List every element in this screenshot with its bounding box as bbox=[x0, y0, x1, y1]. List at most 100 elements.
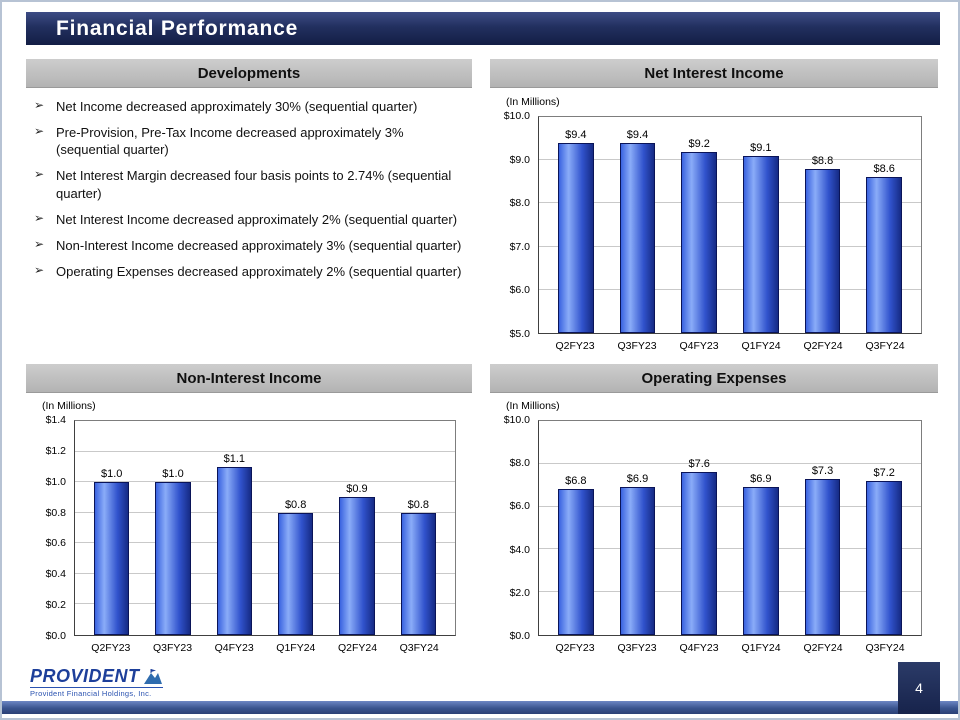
bullet-text: Net Interest Margin decreased four basis… bbox=[56, 168, 452, 201]
bar-slot: $1.1 bbox=[204, 421, 265, 635]
y-tick-label: $8.0 bbox=[509, 457, 530, 470]
units-label: (In Millions) bbox=[42, 400, 96, 412]
y-tick-label: $10.0 bbox=[503, 414, 530, 426]
bullet-text: Operating Expenses decreased approximate… bbox=[56, 264, 462, 280]
bar-value-label: $9.2 bbox=[688, 137, 710, 150]
gridline bbox=[539, 505, 921, 507]
list-item: ➢ Non-Interest Income decreased approxim… bbox=[32, 237, 466, 254]
x-axis: Q2FY23 Q3FY23 Q4FY23 Q1FY24 Q2FY24 Q3FY24 bbox=[538, 642, 922, 657]
bullet-arrow-icon: ➢ bbox=[34, 124, 45, 139]
developments-panel: ➢ Net Income decreased approximately 30%… bbox=[26, 96, 472, 360]
x-tick-label: Q3FY23 bbox=[152, 642, 193, 654]
logo-wordmark: PROVIDENT bbox=[30, 666, 140, 686]
bullet-text: Net Income decreased approximately 30% (… bbox=[56, 99, 418, 114]
list-item: ➢ Net Income decreased approximately 30%… bbox=[32, 98, 466, 115]
bar-slot: $9.1 bbox=[730, 117, 792, 333]
developments-list: ➢ Net Income decreased approximately 30%… bbox=[26, 96, 472, 280]
gridline bbox=[75, 603, 455, 605]
footer-accent-bar bbox=[2, 701, 958, 714]
bar-value-label: $9.1 bbox=[750, 141, 772, 154]
bar-slot: $8.8 bbox=[792, 117, 854, 333]
bar bbox=[155, 482, 191, 635]
net-interest-income-header: Net Interest Income bbox=[490, 59, 938, 88]
bars: $6.8 $6.9 $7.6 $6.9 $7.3 $7.2 bbox=[539, 421, 921, 635]
x-tick-label: Q2FY23 bbox=[555, 340, 595, 352]
gridline bbox=[539, 288, 921, 290]
y-tick-label: $0.6 bbox=[45, 537, 66, 550]
y-tick-label: $0.4 bbox=[45, 568, 66, 581]
bar bbox=[742, 487, 779, 635]
bar-value-label: $0.8 bbox=[407, 498, 430, 511]
plot-area: $1.0 $1.0 $1.1 $0.8 $0.9 $0.8 bbox=[74, 420, 456, 636]
page-number: 4 bbox=[915, 680, 923, 696]
gridline bbox=[539, 548, 921, 550]
y-tick-label: $0.8 bbox=[45, 506, 66, 519]
bar-value-label: $8.8 bbox=[811, 154, 834, 167]
gridline bbox=[539, 591, 921, 593]
bar-value-label: $9.4 bbox=[626, 128, 649, 141]
x-tick-label: Q3FY24 bbox=[399, 642, 439, 654]
y-axis: $0.0 $2.0 $4.0 $6.0 $8.0 $10.0 bbox=[490, 414, 538, 642]
x-tick-label: Q2FY24 bbox=[337, 642, 378, 654]
bar-slot: $1.0 bbox=[142, 421, 203, 635]
bar bbox=[804, 168, 841, 333]
operating-expenses-chart: (In Millions) $0.0 $2.0 $4.0 $6.0 $8.0 $10.0 … bbox=[490, 398, 938, 662]
x-tick-label: Q4FY23 bbox=[679, 340, 719, 352]
bar-value-label: $1.0 bbox=[100, 468, 123, 481]
bar-value-label: $0.8 bbox=[284, 498, 307, 511]
bar bbox=[866, 177, 903, 333]
x-tick-label: Q4FY23 bbox=[679, 642, 719, 654]
y-tick-label: $6.0 bbox=[509, 500, 530, 513]
bar bbox=[277, 512, 314, 635]
bullet-arrow-icon: ➢ bbox=[34, 263, 45, 278]
x-tick-label: Q3FY24 bbox=[865, 340, 905, 352]
y-tick-label: $0.0 bbox=[509, 630, 530, 642]
bar bbox=[400, 512, 437, 635]
bar bbox=[557, 142, 594, 333]
plot-area: $6.8 $6.9 $7.6 $6.9 $7.3 $7.2 bbox=[538, 420, 922, 636]
x-tick-label: Q2FY23 bbox=[555, 642, 595, 654]
y-axis: $5.0 $6.0 $7.0 $8.0 $9.0 $10.0 bbox=[490, 110, 538, 340]
bar-slot: $8.6 bbox=[853, 117, 915, 333]
x-tick-label: Q1FY24 bbox=[741, 340, 781, 352]
non-interest-income-chart: (In Millions) $0.0 $0.2 $0.4 $0.6 $0.8 $1.0 $1… bbox=[26, 398, 472, 662]
gridline bbox=[539, 462, 921, 464]
page-title: Financial Performance bbox=[56, 17, 299, 40]
x-tick-label: Q1FY24 bbox=[276, 642, 316, 654]
page-number-box: 4 bbox=[898, 662, 940, 714]
bar bbox=[804, 478, 841, 635]
bar-slot: $6.9 bbox=[607, 421, 669, 635]
x-tick-label: Q2FY24 bbox=[803, 642, 843, 654]
x-tick-label: Q2FY23 bbox=[91, 642, 131, 654]
bar-slot: $6.9 bbox=[730, 421, 792, 635]
bar-value-label: $8.6 bbox=[873, 163, 895, 176]
bar-value-label: $6.8 bbox=[565, 475, 587, 488]
bar-slot: $0.8 bbox=[265, 421, 326, 635]
bar-slot: $7.6 bbox=[668, 421, 730, 635]
x-tick-label: Q3FY23 bbox=[617, 340, 657, 352]
bars: $1.0 $1.0 $1.1 $0.8 $0.9 $0.8 bbox=[75, 421, 455, 635]
plot-area: $9.4 $9.4 $9.2 $9.1 $8.8 $8.6 bbox=[538, 116, 922, 334]
bar-slot: $9.2 bbox=[668, 117, 730, 333]
y-tick-label: $4.0 bbox=[509, 543, 530, 556]
bar-value-label: $1.0 bbox=[162, 468, 184, 481]
bar-slot: $1.0 bbox=[81, 421, 142, 635]
logo-tagline: Provident Financial Holdings, Inc. bbox=[30, 687, 163, 698]
bullet-text: Pre-Provision, Pre-Tax Income decreased … bbox=[56, 125, 404, 158]
bar-value-label: $7.6 bbox=[688, 458, 710, 471]
developments-header: Developments bbox=[26, 59, 472, 88]
gridline bbox=[75, 572, 455, 574]
bar bbox=[93, 482, 130, 635]
bullet-arrow-icon: ➢ bbox=[34, 167, 45, 182]
bullet-arrow-icon: ➢ bbox=[34, 236, 45, 251]
net-interest-income-chart: (In Millions) $5.0 $6.0 $7.0 $8.0 $9.0 $10.0 … bbox=[490, 94, 938, 360]
bar-value-label: $7.2 bbox=[873, 466, 895, 479]
x-tick-label: Q3FY24 bbox=[865, 642, 905, 654]
y-tick-label: $1.4 bbox=[45, 414, 66, 426]
bar bbox=[619, 487, 656, 635]
bar-value-label: $7.3 bbox=[811, 464, 834, 477]
y-tick-label: $2.0 bbox=[509, 586, 530, 599]
bar bbox=[866, 480, 903, 635]
x-tick-label: Q1FY24 bbox=[741, 642, 781, 654]
